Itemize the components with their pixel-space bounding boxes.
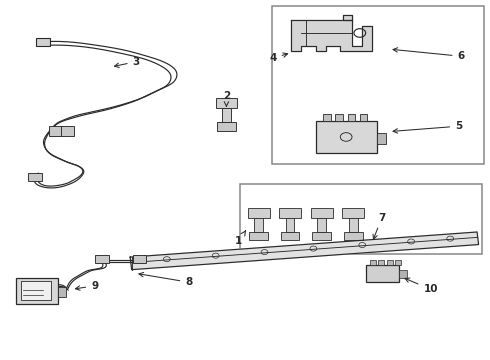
Text: 9: 9 [75, 281, 98, 291]
Bar [247, 208, 270, 218]
Text: 1: 1 [235, 231, 245, 246]
Bar [240, 184, 482, 253]
Bar [344, 232, 363, 240]
Bar [272, 6, 485, 164]
Text: 3: 3 [115, 57, 140, 67]
Bar [349, 218, 358, 232]
Bar [58, 287, 66, 297]
Bar [133, 255, 147, 263]
Polygon shape [343, 15, 352, 21]
Bar [281, 232, 299, 240]
Polygon shape [130, 232, 479, 270]
Bar [249, 232, 268, 240]
Bar [49, 126, 62, 135]
Bar [335, 114, 343, 121]
Bar [323, 114, 331, 121]
Text: 10: 10 [405, 278, 438, 294]
Bar [360, 114, 367, 121]
Bar [254, 218, 263, 232]
Bar [399, 270, 407, 278]
Bar [21, 281, 50, 300]
Bar [395, 260, 401, 265]
Text: 8: 8 [139, 273, 193, 287]
Bar [279, 208, 301, 218]
Bar [347, 114, 355, 121]
Text: 5: 5 [393, 121, 463, 133]
Text: 6: 6 [393, 48, 465, 61]
Bar [28, 173, 42, 181]
Bar [377, 134, 386, 144]
Bar [311, 208, 333, 218]
Bar [316, 121, 377, 153]
Bar [96, 255, 109, 263]
Bar [343, 208, 365, 218]
Bar [378, 260, 384, 265]
Bar [36, 38, 49, 45]
Bar [286, 218, 294, 232]
Bar [366, 265, 399, 282]
Bar [16, 278, 58, 304]
Bar [313, 232, 331, 240]
Text: 4: 4 [270, 53, 288, 63]
Polygon shape [292, 21, 372, 51]
Bar [387, 260, 392, 265]
Bar [318, 218, 326, 232]
Text: 7: 7 [373, 213, 386, 239]
Bar [217, 122, 236, 131]
Bar [61, 126, 74, 135]
Bar [370, 260, 376, 265]
Bar [222, 108, 231, 122]
Text: 2: 2 [223, 91, 230, 107]
Bar [216, 98, 237, 108]
